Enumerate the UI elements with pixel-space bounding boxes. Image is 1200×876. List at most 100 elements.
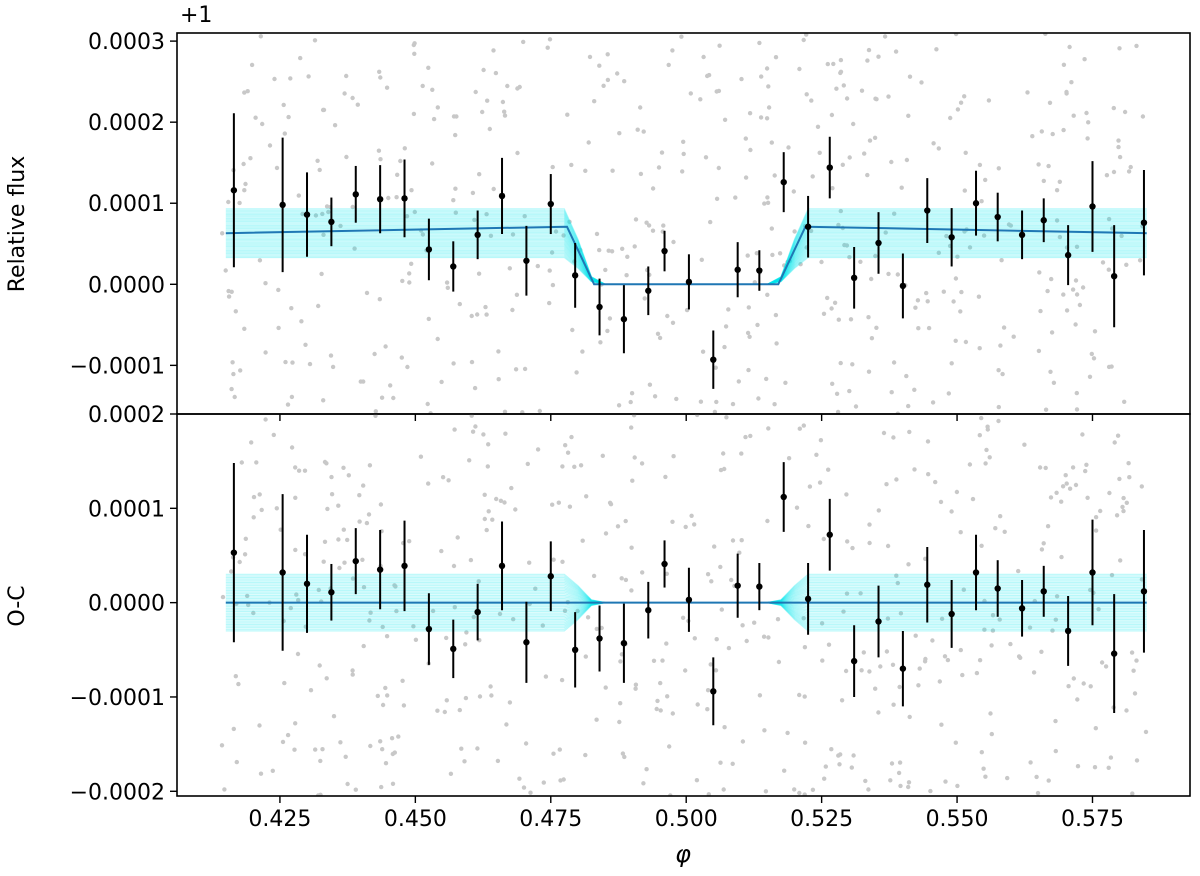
data-point bbox=[994, 213, 1001, 221]
raw-point bbox=[486, 442, 491, 447]
raw-point bbox=[336, 537, 341, 542]
raw-point bbox=[958, 647, 963, 653]
x-tick-label: 0.475 bbox=[519, 807, 582, 832]
raw-point bbox=[1067, 44, 1072, 50]
raw-point bbox=[1060, 484, 1066, 489]
raw-point bbox=[700, 349, 706, 354]
raw-point bbox=[514, 292, 520, 297]
raw-point bbox=[717, 43, 722, 48]
raw-point bbox=[353, 787, 358, 792]
raw-point bbox=[916, 326, 921, 331]
raw-point bbox=[1137, 258, 1143, 263]
raw-point bbox=[533, 586, 538, 591]
raw-point bbox=[285, 732, 291, 738]
raw-point bbox=[384, 634, 390, 639]
raw-point bbox=[1045, 288, 1050, 294]
raw-point bbox=[740, 739, 746, 744]
raw-point bbox=[426, 316, 431, 322]
binned-point bbox=[328, 563, 335, 621]
raw-point bbox=[379, 395, 385, 400]
raw-point bbox=[1031, 670, 1037, 675]
raw-point bbox=[743, 175, 749, 180]
raw-point bbox=[444, 635, 449, 641]
raw-point bbox=[1070, 465, 1076, 470]
raw-point bbox=[632, 244, 637, 249]
binned-point bbox=[924, 178, 931, 243]
raw-point bbox=[757, 40, 762, 46]
raw-point bbox=[896, 770, 902, 776]
raw-point bbox=[234, 759, 239, 765]
raw-point bbox=[294, 592, 299, 597]
raw-point bbox=[859, 88, 865, 93]
raw-point bbox=[943, 779, 948, 784]
binned-point bbox=[1064, 596, 1072, 666]
raw-point bbox=[1131, 668, 1136, 673]
raw-point bbox=[504, 722, 509, 727]
raw-point bbox=[853, 404, 859, 409]
raw-point bbox=[897, 684, 902, 690]
raw-point bbox=[772, 173, 777, 178]
raw-point bbox=[1092, 765, 1098, 770]
binned-point bbox=[571, 612, 579, 688]
raw-point bbox=[867, 540, 872, 546]
raw-point bbox=[383, 761, 389, 766]
raw-point bbox=[350, 204, 355, 210]
raw-point bbox=[470, 190, 476, 196]
raw-point bbox=[1061, 127, 1066, 133]
raw-point bbox=[257, 723, 262, 728]
raw-point bbox=[597, 247, 602, 253]
raw-point bbox=[505, 83, 510, 89]
raw-point bbox=[1091, 356, 1097, 361]
raw-point bbox=[874, 325, 879, 330]
raw-point bbox=[583, 168, 588, 173]
data-point bbox=[661, 560, 668, 568]
raw-point bbox=[1053, 718, 1058, 724]
raw-point bbox=[681, 139, 686, 144]
raw-point bbox=[624, 273, 629, 278]
data-point bbox=[1040, 217, 1047, 224]
raw-point bbox=[726, 307, 731, 312]
raw-point bbox=[426, 481, 431, 486]
raw-point bbox=[746, 367, 751, 373]
raw-point bbox=[1059, 554, 1064, 560]
raw-point bbox=[801, 423, 806, 428]
raw-point bbox=[521, 785, 527, 790]
binned-point bbox=[1089, 161, 1096, 252]
raw-point bbox=[888, 778, 893, 783]
raw-point bbox=[444, 280, 450, 285]
data-point bbox=[1018, 231, 1026, 239]
raw-point bbox=[317, 663, 322, 668]
raw-point bbox=[838, 208, 843, 214]
y-tick-label: 0.0003 bbox=[88, 30, 165, 55]
raw-point bbox=[378, 739, 383, 744]
raw-point bbox=[904, 373, 909, 379]
raw-point bbox=[288, 76, 293, 81]
raw-point bbox=[982, 627, 987, 632]
raw-point bbox=[801, 616, 806, 621]
binned-point bbox=[352, 165, 359, 223]
top-y-ticks: 0.0003 0.0002 0.0001 0.0000 −0.0001 bbox=[70, 30, 177, 379]
raw-point bbox=[258, 771, 264, 776]
raw-point bbox=[1132, 691, 1138, 696]
raw-point bbox=[622, 79, 627, 84]
raw-point bbox=[936, 250, 941, 255]
raw-point bbox=[1121, 508, 1126, 514]
raw-point bbox=[580, 349, 585, 354]
raw-point bbox=[836, 222, 841, 228]
raw-point bbox=[979, 415, 984, 421]
top-model-line bbox=[225, 225, 1147, 286]
raw-point bbox=[821, 536, 826, 542]
raw-point bbox=[765, 518, 770, 524]
raw-point bbox=[733, 195, 738, 200]
raw-point bbox=[360, 557, 365, 562]
raw-point bbox=[454, 114, 459, 119]
raw-point bbox=[1005, 775, 1010, 781]
raw-point bbox=[452, 427, 457, 432]
data-point bbox=[547, 573, 554, 580]
raw-point bbox=[463, 695, 469, 701]
raw-point bbox=[527, 560, 532, 565]
raw-point bbox=[618, 701, 623, 706]
data-point bbox=[645, 606, 652, 614]
raw-point bbox=[567, 219, 572, 224]
raw-point bbox=[739, 538, 744, 543]
